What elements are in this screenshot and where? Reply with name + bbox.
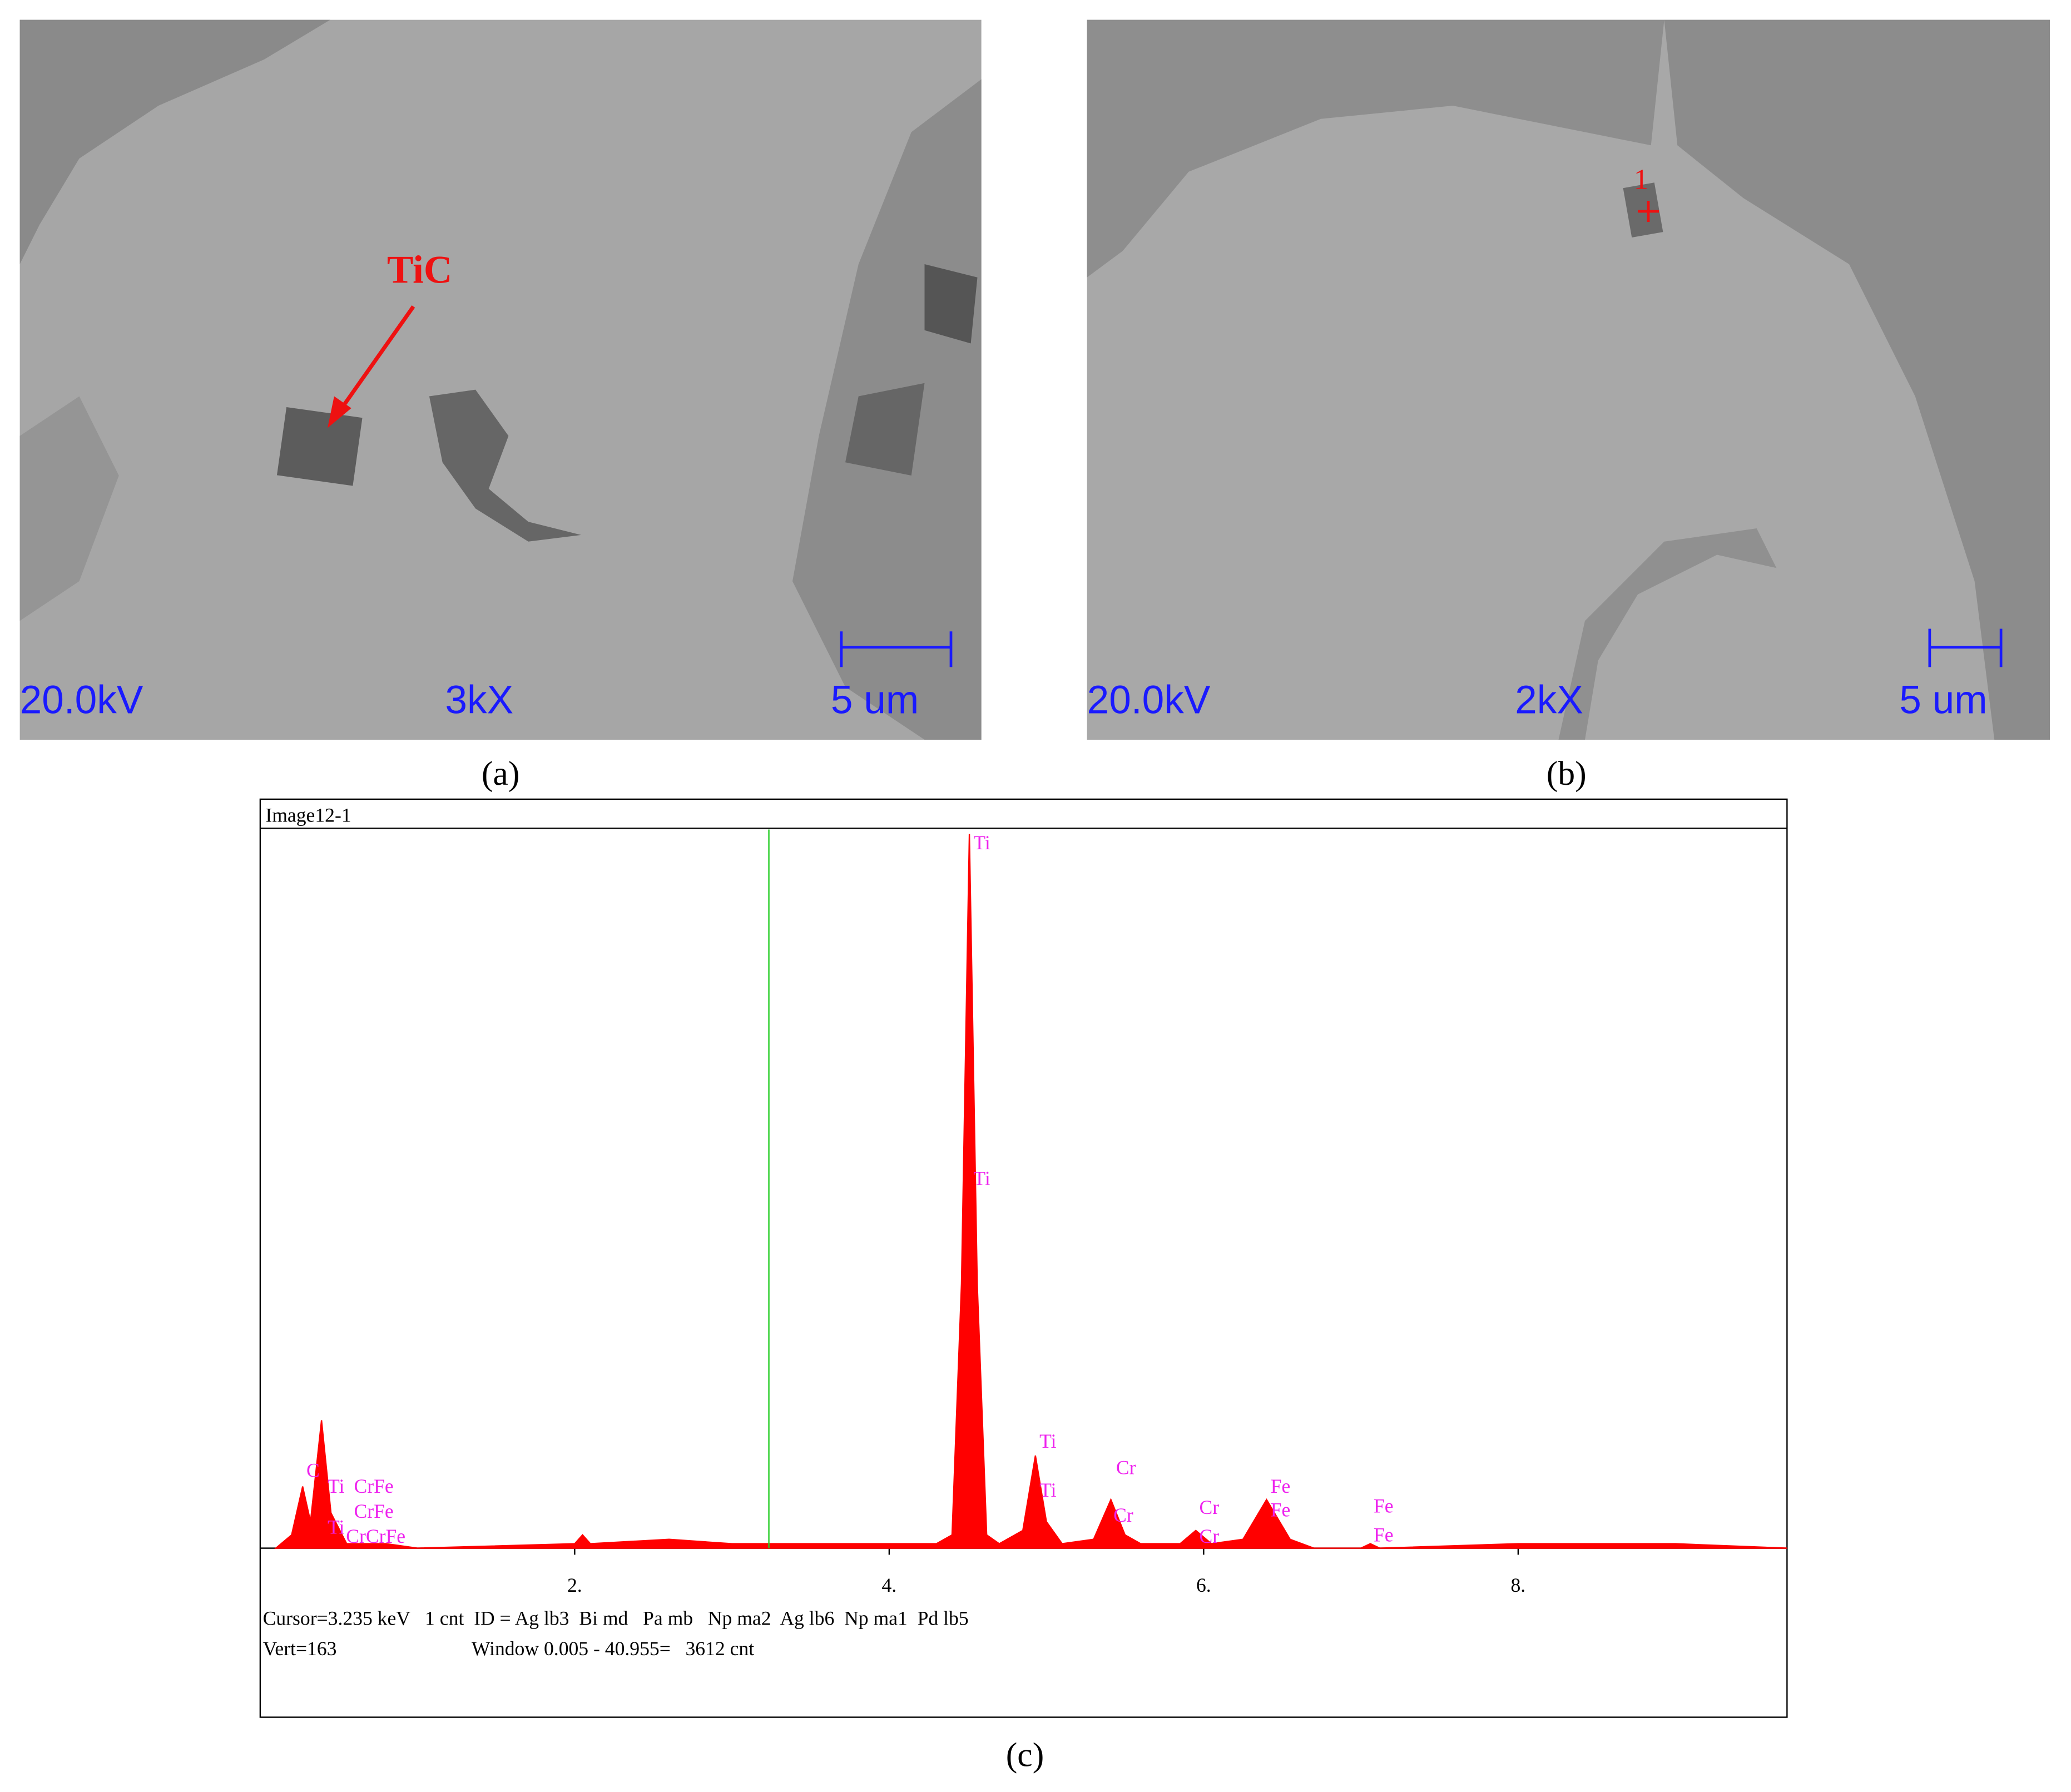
- panel-label-a: (a): [482, 755, 520, 793]
- peak-label: Fe: [1271, 1499, 1291, 1521]
- peak-label: Ti: [1039, 1430, 1056, 1452]
- magnification-b: 2kX: [1515, 678, 1583, 722]
- peak-label: Cr: [1200, 1496, 1220, 1518]
- scale-b: 5 um: [1899, 678, 1987, 722]
- scale-bar-b: [1928, 628, 2003, 667]
- voltage-a: 20.0kV: [20, 678, 143, 722]
- x-tick-label: 4.: [882, 1574, 897, 1596]
- peak-label: Cr: [1200, 1525, 1220, 1547]
- spectrum-title: Image12-1: [265, 804, 351, 826]
- peak-label: Fe: [1374, 1524, 1394, 1546]
- voltage-b: 20.0kV: [1087, 678, 1211, 722]
- tic-marker: TiC: [387, 248, 453, 291]
- peak-label: Ti: [1039, 1479, 1056, 1501]
- x-tick-label: 2.: [567, 1574, 582, 1596]
- point-label: 1: [1634, 164, 1648, 196]
- peak-label: Cr: [1116, 1457, 1136, 1479]
- peak-label: CrFe: [354, 1500, 394, 1522]
- peak-label: CrCrFe: [346, 1525, 405, 1547]
- peak-label: Fe: [1374, 1494, 1394, 1517]
- peak-label: C: [306, 1459, 320, 1481]
- x-tick-label: 6.: [1196, 1574, 1211, 1596]
- status-line: Window 0.005 - 40.955= 3612 cnt: [472, 1637, 754, 1660]
- peak-label: Ti: [328, 1516, 344, 1538]
- x-tick-label: 8.: [1511, 1574, 1526, 1596]
- peak-label: Ti: [973, 831, 990, 854]
- scale-bar-a: [840, 631, 953, 667]
- sem-image-a: [19, 19, 982, 740]
- tic-arrow: [328, 305, 415, 428]
- peak-label: Fe: [1271, 1475, 1291, 1497]
- panel-label-b: (b): [1547, 755, 1587, 793]
- scale-a: 5 um: [831, 678, 919, 722]
- peak-label: Ti: [973, 1167, 990, 1189]
- peak-label: Cr: [1113, 1504, 1133, 1526]
- peak-label: CrFe: [354, 1475, 394, 1497]
- spectrum-frame: [259, 798, 1788, 1718]
- magnification-a: 3kX: [445, 678, 513, 722]
- point-cross: [1638, 201, 1659, 222]
- sem-image-b: [1087, 19, 2050, 740]
- peak-label: Ti: [328, 1475, 344, 1497]
- spectrum-area: [274, 834, 1787, 1549]
- status-line: Vert=163: [263, 1637, 337, 1660]
- panel-label-c: (c): [1006, 1736, 1044, 1774]
- status-line: Cursor=3.235 keV 1 cnt ID = Ag lb3 Bi md…: [263, 1607, 969, 1629]
